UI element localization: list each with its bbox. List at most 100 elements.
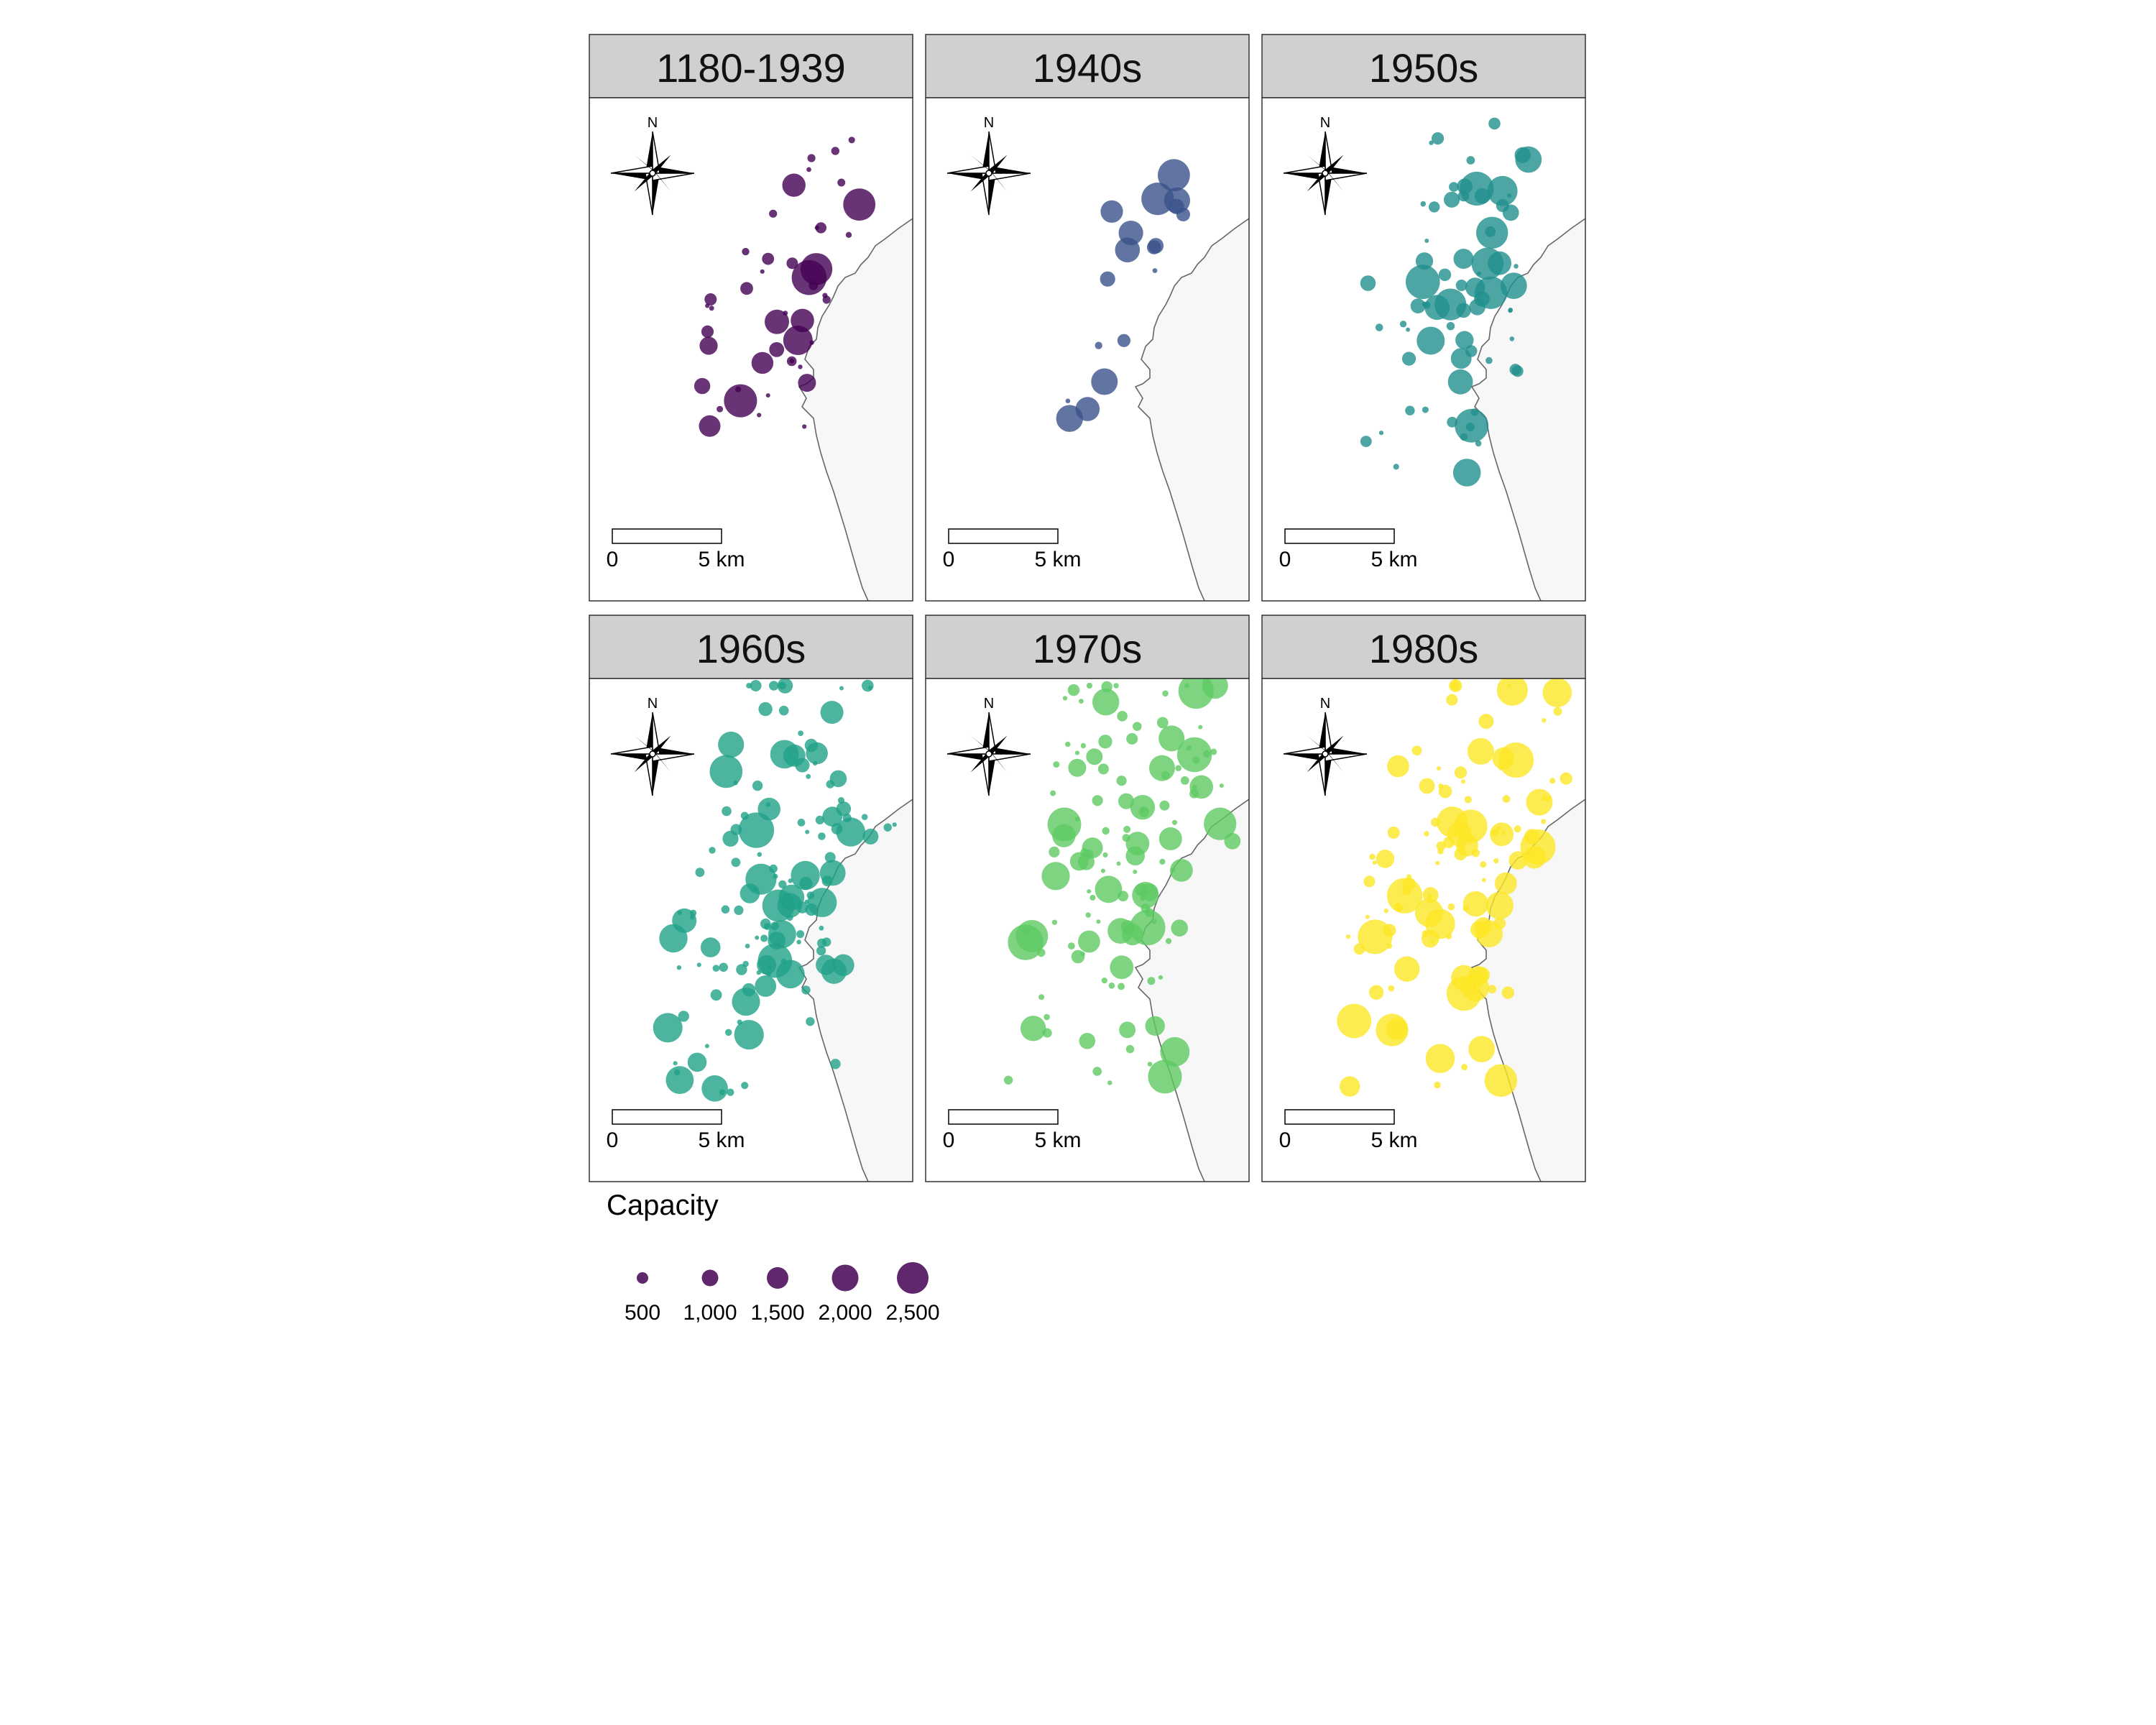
scale-bar: 0 5 km <box>1279 1109 1418 1152</box>
plant-point <box>1455 331 1474 349</box>
plant-point <box>821 875 833 887</box>
plant-point <box>1078 853 1095 870</box>
plant-point <box>710 989 722 1001</box>
plant-point <box>1436 841 1446 851</box>
north-arrow-icon: N <box>610 696 695 796</box>
plant-point <box>1437 848 1444 855</box>
plant-point <box>733 780 738 786</box>
plant-point <box>1394 956 1420 982</box>
plant-point <box>1414 898 1444 927</box>
plant-point <box>777 678 793 694</box>
plant-point <box>1080 742 1087 749</box>
plant-point <box>1353 943 1365 955</box>
plant-point <box>1401 351 1416 366</box>
plant-point <box>1358 919 1393 954</box>
plant-point <box>737 1019 742 1025</box>
plant-point <box>753 887 758 892</box>
plant-point <box>1365 914 1370 919</box>
plant-locations <box>1003 678 1241 1094</box>
plant-point <box>1446 694 1458 706</box>
north-arrow-icon: N <box>1283 696 1368 796</box>
plant-point <box>1434 288 1467 321</box>
plant-point <box>1021 1016 1046 1041</box>
plant-point <box>1421 929 1439 948</box>
plant-point <box>831 147 839 155</box>
plant-point <box>719 962 728 972</box>
plant-point <box>752 781 763 791</box>
plant-point <box>1447 822 1472 847</box>
plant-point <box>1100 200 1123 223</box>
scale-bar: 0 5 km <box>1279 528 1418 571</box>
plant-point <box>1123 825 1131 833</box>
plant-point <box>674 1070 681 1076</box>
plant-point <box>1462 906 1468 911</box>
map-body: N 0 5 km <box>925 678 1250 1182</box>
plant-point <box>1481 878 1486 883</box>
plant-point <box>1158 725 1185 752</box>
plant-point <box>738 812 775 848</box>
plant-point <box>1465 277 1485 298</box>
scale-bar: 0 5 km <box>607 1109 745 1152</box>
plant-point <box>1079 1033 1096 1049</box>
capacity-legend: Capacity 500 1,000 1,500 2,000 2,500 <box>607 1190 940 1325</box>
plant-point <box>755 975 777 997</box>
plant-point <box>1115 237 1141 263</box>
plant-point <box>843 188 876 221</box>
plant-point <box>1467 737 1494 765</box>
plant-point <box>1411 745 1422 756</box>
plant-point <box>1145 1016 1165 1036</box>
sea-area <box>799 218 913 601</box>
map-body: N 0 5 km <box>589 678 913 1182</box>
plant-point <box>1079 699 1084 704</box>
plant-point <box>813 761 818 766</box>
map-panel: 1970s N 0 5 km <box>925 615 1250 1182</box>
plant-point <box>780 958 787 965</box>
plant-point <box>1092 689 1120 716</box>
panel-title: 1180-1939 <box>656 45 846 91</box>
plant-point <box>1455 280 1468 291</box>
plant-point <box>709 305 714 311</box>
panel-header: 1940s <box>925 34 1250 98</box>
sea-area <box>1135 799 1249 1182</box>
plant-point <box>1542 718 1547 723</box>
plant-point <box>1520 829 1556 865</box>
plant-point <box>762 252 775 265</box>
plant-point <box>1549 778 1556 784</box>
plant-point <box>1140 883 1158 901</box>
plant-point <box>806 1017 815 1026</box>
coastline <box>1470 218 1585 601</box>
north-label: N <box>1320 696 1330 712</box>
plant-point <box>1116 776 1127 786</box>
legend-label: 2,000 <box>818 1301 872 1325</box>
plant-point <box>745 943 750 949</box>
legend-symbol <box>831 1264 859 1292</box>
plant-point <box>1015 920 1049 952</box>
plant-point <box>1117 334 1130 347</box>
plant-point <box>1107 1080 1112 1085</box>
plant-point <box>1159 858 1166 865</box>
plant-point <box>757 413 762 418</box>
plant-point <box>724 384 757 418</box>
north-label: N <box>984 115 994 131</box>
plant-point <box>1457 178 1473 194</box>
plant-point <box>678 1011 689 1022</box>
north-label: N <box>648 115 658 131</box>
plant-point <box>1431 817 1440 827</box>
plant-point <box>1461 779 1465 784</box>
plant-point <box>1102 827 1110 835</box>
plant-point <box>782 173 806 197</box>
plant-point <box>1437 766 1441 771</box>
legend-entry: 2,500 <box>885 1262 940 1325</box>
panel-header: 1960s <box>589 615 913 679</box>
plant-point <box>1451 965 1477 991</box>
plant-point <box>1184 683 1189 689</box>
plant-point <box>1560 772 1572 785</box>
plant-point <box>1416 326 1445 355</box>
plant-point <box>1133 870 1138 874</box>
plant-point <box>1171 819 1178 825</box>
panel-header: 1950s <box>1261 34 1586 98</box>
plant-point <box>1491 829 1499 837</box>
plant-point <box>1126 732 1138 745</box>
plant-point <box>1424 831 1429 837</box>
